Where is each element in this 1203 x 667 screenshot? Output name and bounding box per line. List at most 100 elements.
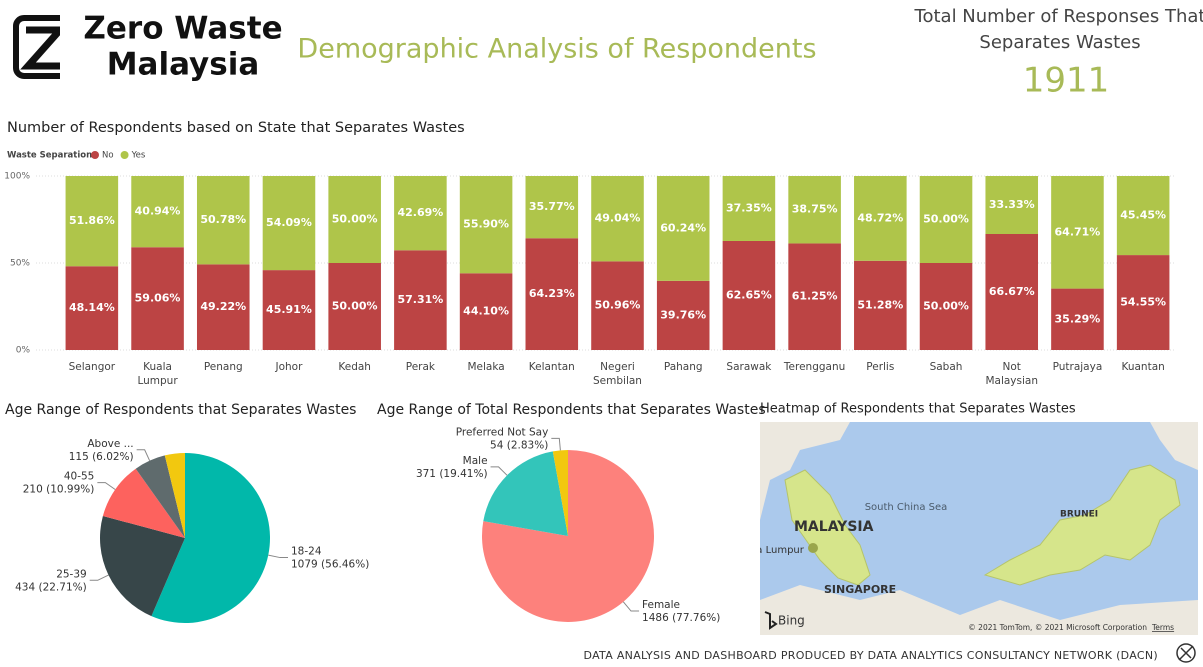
- chart-title: Heatmap of Respondents that Separates Wa…: [760, 402, 1076, 417]
- leader-line: [136, 449, 151, 461]
- data-label: 62.65%: [726, 288, 772, 301]
- leader-line: [97, 482, 116, 490]
- bar-segment: [1116, 255, 1170, 350]
- legend-title: Waste Separation: [7, 151, 92, 161]
- kpi-value: 1911: [1023, 61, 1110, 101]
- pie-value-label: 115 (6.02%): [69, 451, 134, 463]
- x-tick-wrap: Sarawak: [726, 361, 772, 373]
- x-tick-label: Perlis: [866, 361, 895, 373]
- data-label: 37.35%: [726, 201, 772, 214]
- logo: [13, 12, 76, 82]
- kpi-label: Total Number of Responses That: [914, 6, 1203, 27]
- data-label: 50.00%: [332, 213, 378, 226]
- bar-segment: [65, 176, 119, 267]
- chart-title: Age Range of Respondents that Separates …: [5, 402, 356, 418]
- bar-segment: [854, 260, 907, 350]
- x-tick-label: Penang: [203, 361, 243, 373]
- kpi-label: Separates Wastes: [979, 32, 1140, 53]
- data-label: 54.55%: [1120, 296, 1166, 309]
- data-label: 66.67%: [989, 285, 1035, 298]
- bar-segment: [1051, 288, 1104, 350]
- data-label: 61.25%: [792, 290, 838, 303]
- x-tick-wrap: Penang: [203, 361, 243, 373]
- bar-segment: [854, 176, 907, 261]
- bar-segment: [328, 263, 381, 350]
- bar-segment: [985, 233, 1039, 350]
- data-label: 51.28%: [857, 298, 903, 311]
- pie-category: Above ...: [87, 438, 133, 450]
- pie-slice: [99, 515, 185, 617]
- pie-slice: [483, 451, 568, 536]
- bar-segment: [262, 270, 316, 350]
- data-label: 64.23%: [529, 287, 575, 300]
- logo-gap: [60, 12, 76, 82]
- bar-segment: [525, 238, 579, 350]
- pie-value-label: 210 (10.99%): [23, 484, 95, 496]
- data-label: 51.86%: [69, 214, 115, 227]
- bar-segment: [394, 250, 447, 350]
- page-title: Demographic Analysis of Respondents: [297, 34, 816, 65]
- leader-line: [490, 466, 508, 476]
- data-label: 38.75%: [792, 203, 838, 216]
- bar-segment: [722, 176, 776, 241]
- map-land: [760, 585, 1198, 635]
- pie-category: Preferred Not Say: [456, 426, 549, 438]
- data-label: 54.09%: [266, 216, 312, 229]
- data-label: 42.69%: [397, 206, 443, 219]
- pie-category: Male: [463, 455, 488, 467]
- x-tick-wrap: Putrajaya: [1053, 361, 1103, 373]
- x-tick-wrap: Kelantan: [528, 361, 575, 373]
- map-land: [760, 422, 850, 520]
- x-tick-label: Perak: [405, 361, 435, 373]
- bar-segment: [328, 176, 381, 263]
- bar-segment: [722, 240, 776, 350]
- x-tick-wrap: Kedah: [338, 361, 371, 373]
- legend-label: No: [102, 151, 114, 161]
- bar-segment: [65, 266, 119, 350]
- bar-segment: [656, 280, 710, 350]
- pie-slice: [164, 453, 185, 538]
- data-label: 45.45%: [1120, 209, 1166, 222]
- map-label: Kuala Lumpur: [735, 545, 805, 556]
- bar-segment: [394, 176, 447, 251]
- x-tick-wrap: Perak: [405, 361, 435, 373]
- x-tick-label: Sarawak: [726, 361, 772, 373]
- x-tick-label: Kelantan: [528, 361, 575, 373]
- footer-icon: [1176, 643, 1196, 663]
- data-label: 64.71%: [1055, 225, 1101, 238]
- chart-title: Age Range of Total Respondents that Sepa…: [377, 402, 766, 418]
- leader-line: [268, 554, 289, 559]
- data-label: 39.76%: [660, 308, 706, 321]
- bar-segment: [196, 176, 250, 265]
- leader-line: [551, 437, 561, 451]
- x-tick-wrap: Johor: [276, 361, 303, 373]
- bar-segment: [788, 243, 841, 350]
- data-label: 50.00%: [332, 300, 378, 313]
- map-borneo: [983, 464, 1181, 586]
- map-label: SINGAPORE: [824, 583, 896, 596]
- data-label: 45.91%: [266, 303, 312, 316]
- map-label: South China Sea: [865, 502, 948, 513]
- bar-segment: [525, 176, 579, 239]
- pie-value-label: 434 (22.71%): [15, 581, 87, 593]
- data-label: 35.77%: [529, 200, 575, 213]
- map-label: BRUNEI: [1060, 510, 1098, 520]
- x-tick-label: Kuala Lumpur: [137, 361, 178, 387]
- map-terms[interactable]: Terms: [1151, 623, 1174, 632]
- data-label: 50.78%: [200, 213, 246, 226]
- map-brand: Bing: [778, 614, 805, 628]
- y-tick-label: 50%: [10, 259, 30, 269]
- logo-z: [20, 26, 68, 70]
- data-label: 44.10%: [463, 305, 509, 318]
- bar-segment: [788, 176, 841, 244]
- pie-value-label: 54 (2.83%): [490, 439, 548, 451]
- map-city-dot: [808, 543, 818, 553]
- map-copyright: © 2021 TomTom, © 2021 Microsoft Corporat…: [968, 623, 1147, 632]
- leader-line: [622, 601, 640, 612]
- pie-slice: [151, 453, 271, 623]
- bar-segment: [591, 176, 644, 262]
- pie-slice: [552, 450, 568, 536]
- x-tick-wrap: Pahang: [664, 361, 703, 373]
- y-tick-label: 100%: [4, 172, 30, 182]
